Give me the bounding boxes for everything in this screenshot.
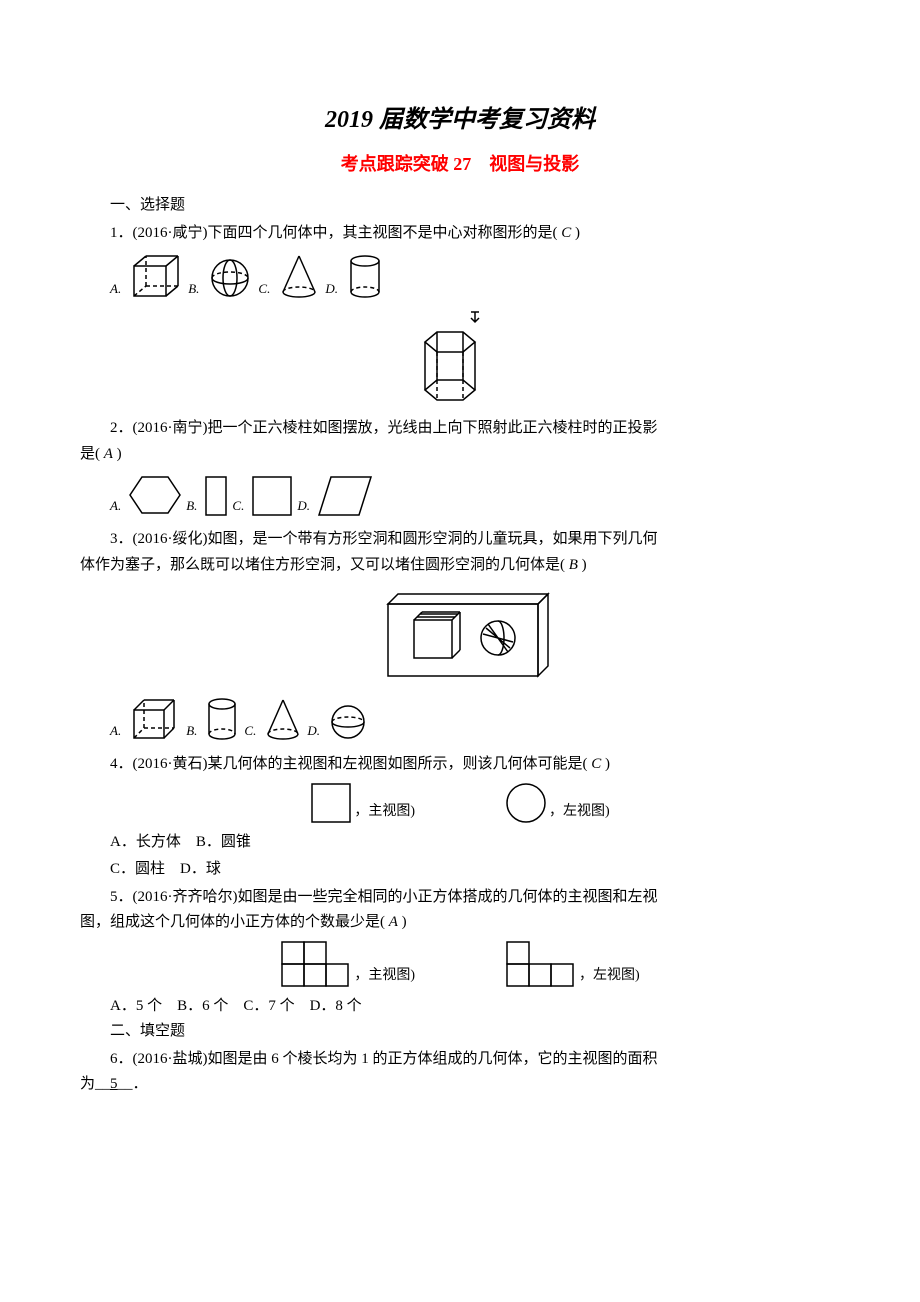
q3-opt-d-label: D. (307, 720, 320, 742)
q5-main-view: ，主视图) (280, 940, 415, 988)
hexagonal-prism-icon (417, 310, 503, 406)
q1-opt-a-label: A. (110, 278, 121, 300)
q2-line1: 2．(2016·南宁)把一个正六棱柱如图摆放，光线由上向下照射此正六棱柱时的正投… (80, 416, 840, 442)
section-header-1: 一、选择题 (80, 193, 840, 219)
q1-close: ) (571, 225, 580, 241)
cylinder-small-icon (204, 696, 240, 742)
q4-text: 4．(2016·黄石)某几何体的主视图和左视图如图所示，则该几何体可能是( C … (80, 752, 840, 778)
q4-left-view: ，左视图) (505, 782, 610, 824)
q2-opt-a-label: A. (110, 495, 121, 517)
q3-line1: 3．(2016·绥化)如图，是一个带有方形空洞和圆形空洞的儿童玩具，如果用下列几… (80, 527, 840, 553)
q4-close: ) (601, 756, 610, 772)
q6-line2: 为__5__． (80, 1072, 840, 1098)
sphere-small-icon (327, 702, 369, 742)
q2-answer: A (104, 446, 113, 462)
q2-line2: 是( A ) (80, 442, 840, 468)
q4-main-view: ，主视图) (310, 782, 415, 824)
q1-opt-b-label: B. (188, 278, 199, 300)
q5-line2: 图，组成这个几何体的小正方体的个数最少是( A ) (80, 910, 840, 936)
hexagon-icon (128, 473, 182, 517)
cube-icon (128, 252, 184, 300)
cone-icon (277, 252, 321, 300)
cylinder-icon (345, 252, 385, 300)
q6-answer: 5 (110, 1076, 118, 1092)
q3-line2-text: 体作为塞子，那么既可以堵住方形空洞，又可以堵住圆形空洞的几何体是( (80, 557, 569, 573)
q5-main-label: ，主视图) (354, 964, 415, 988)
q5-close: ) (398, 914, 407, 930)
q2-opt-c-label: C. (232, 495, 244, 517)
q5-opts: A．5 个 B．6 个 C．7 个 D．8 个 (80, 994, 840, 1020)
square-icon (251, 475, 293, 517)
q5-answer: A (389, 914, 398, 930)
q4-opts-line2: C．圆柱 D．球 (80, 857, 840, 883)
q5-left-view: ，左视图) (505, 940, 640, 988)
q3-options: A. B. C. D. (80, 696, 840, 742)
q6-line1: 6．(2016·盐城)如图是由 6 个棱长均为 1 的正方体组成的几何体，它的主… (80, 1047, 840, 1073)
q2-line2-text: 是( (80, 446, 104, 462)
q1-prompt: 1．(2016·咸宁)下面四个几何体中，其主视图不是中心对称图形的是( (110, 225, 561, 241)
q3-answer: B (569, 557, 578, 573)
circle-view-icon (505, 782, 547, 824)
q3-opt-b-label: B. (186, 720, 197, 742)
sphere-icon (206, 256, 254, 300)
section-header-2: 二、填空题 (80, 1019, 840, 1045)
q4-main-label: ，主视图) (354, 800, 415, 824)
q1-answer: C (561, 225, 571, 241)
q1-opt-d-label: D. (325, 278, 338, 300)
cone-small-icon (263, 696, 303, 742)
q3-close: ) (578, 557, 587, 573)
q5-line2-text: 图，组成这个几何体的小正方体的个数最少是( (80, 914, 389, 930)
q3-opt-a-label: A. (110, 720, 121, 742)
q2-figure (80, 310, 840, 406)
page-subtitle: 考点跟踪突破 27 视图与投影 (80, 149, 840, 180)
q3-line2: 体作为塞子，那么既可以堵住方形空洞，又可以堵住圆形空洞的几何体是( B ) (80, 553, 840, 579)
q4-left-label: ，左视图) (549, 800, 610, 824)
cube-small-icon (128, 696, 182, 742)
q5-line1: 5．(2016·齐齐哈尔)如图是由一些完全相同的小正方体搭成的几何体的主视图和左… (80, 885, 840, 911)
q5-views: ，主视图) ，左视图) (80, 940, 840, 988)
q4-opts-line1: A．长方体 B．圆锥 (80, 830, 840, 856)
q4-prompt: 4．(2016·黄石)某几何体的主视图和左视图如图所示，则该几何体可能是( (110, 756, 591, 772)
q6-pre: 为__ (80, 1076, 110, 1092)
q5-left-label: ，左视图) (579, 964, 640, 988)
q2-opt-d-label: D. (297, 495, 310, 517)
grid-main-icon (280, 940, 352, 988)
tall-rectangle-icon (204, 475, 228, 517)
q3-opt-c-label: C. (244, 720, 256, 742)
parallelogram-icon (317, 475, 373, 517)
q4-views: ，主视图) ，左视图) (80, 782, 840, 824)
q3-figure (80, 586, 840, 686)
q1-text: 1．(2016·咸宁)下面四个几何体中，其主视图不是中心对称图形的是( C ) (80, 221, 840, 247)
q1-options: A. B. C. D. (80, 252, 840, 300)
q2-close: ) (113, 446, 122, 462)
q4-answer: C (591, 756, 601, 772)
grid-left-icon (505, 940, 577, 988)
q2-options: A. B. C. D. (80, 473, 840, 517)
square-view-icon (310, 782, 352, 824)
q1-opt-c-label: C. (258, 278, 270, 300)
q2-opt-b-label: B. (186, 495, 197, 517)
q6-post: __． (118, 1076, 148, 1092)
toy-board-icon (370, 586, 550, 686)
page-title: 2019 届数学中考复习资料 (80, 100, 840, 141)
